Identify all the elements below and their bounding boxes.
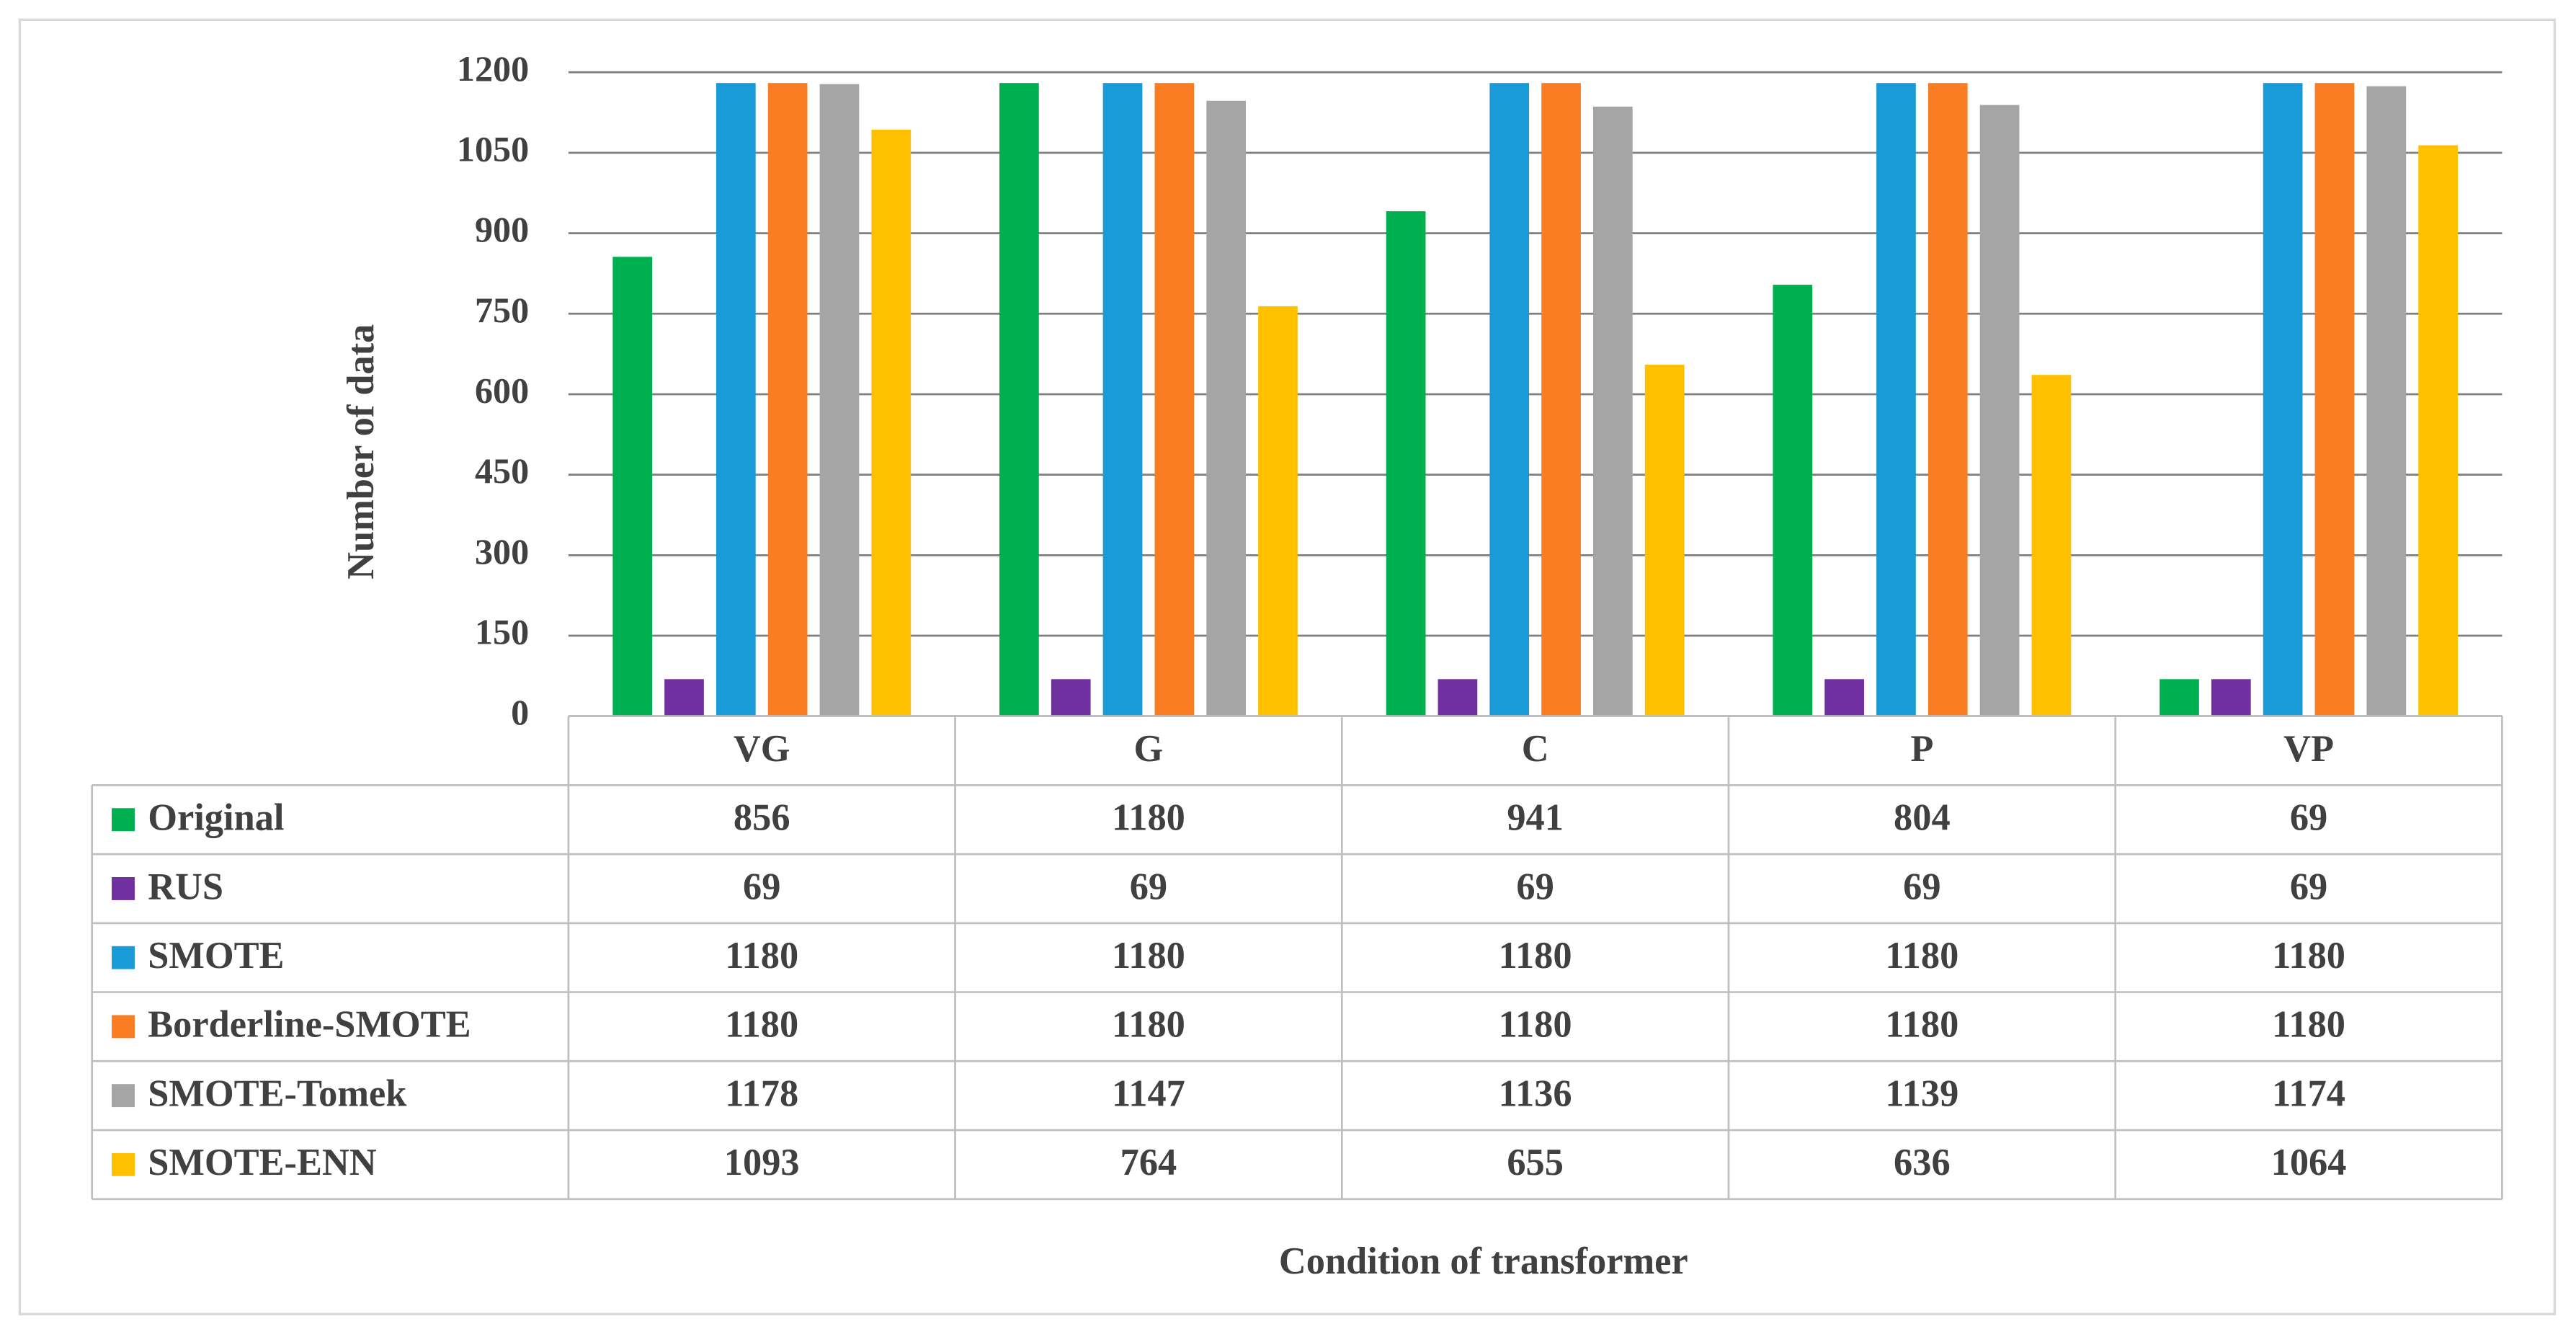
legend-swatch	[112, 946, 135, 969]
legend-swatch	[112, 1015, 135, 1039]
x-tick-label: C	[1522, 728, 1549, 770]
legend-label: Original	[148, 797, 284, 839]
x-tick-label: G	[1134, 728, 1164, 770]
y-tick-label: 150	[475, 612, 529, 652]
y-tick-label: 600	[475, 370, 529, 410]
bar	[1644, 365, 1685, 716]
x-axis-title: Condition of transformer	[1279, 1240, 1688, 1282]
legend-swatch	[112, 1152, 135, 1176]
table-value: 69	[1130, 866, 1167, 907]
table-value: 1180	[2272, 1004, 2345, 1046]
table-value: 1180	[725, 1004, 798, 1046]
bar	[2211, 679, 2251, 716]
bar	[1438, 679, 1478, 716]
table-value: 69	[2290, 866, 2327, 907]
y-tick-label: 450	[475, 450, 529, 491]
table-value: 1180	[725, 935, 798, 977]
y-tick-label: 900	[475, 209, 529, 249]
legend-label: SMOTE-ENN	[148, 1142, 377, 1183]
bar	[1051, 679, 1091, 716]
legend-swatch	[112, 1084, 135, 1108]
bar	[2263, 83, 2303, 716]
y-axis-title: Number of data	[340, 324, 382, 579]
bar	[2160, 679, 2199, 716]
bar	[1258, 306, 1298, 716]
table-value: 1180	[1499, 935, 1572, 977]
bar	[1824, 679, 1864, 716]
table-value: 1180	[1885, 1004, 1958, 1046]
table-value: 764	[1120, 1142, 1177, 1183]
table-value: 69	[1903, 866, 1940, 907]
table-value: 1147	[1112, 1072, 1185, 1114]
table-value: 1180	[1112, 797, 1185, 839]
table-value: 1139	[1885, 1072, 1958, 1114]
bar	[1206, 100, 1247, 716]
table-value: 804	[1894, 797, 1951, 839]
bar	[2418, 145, 2458, 716]
bar	[2031, 375, 2072, 716]
x-tick-label: P	[1910, 728, 1933, 770]
y-tick-label: 750	[475, 290, 529, 330]
bar	[871, 129, 912, 716]
bar	[819, 84, 860, 716]
table-value: 1180	[1112, 935, 1185, 977]
legend-label: SMOTE-Tomek	[148, 1072, 407, 1114]
x-tick-label: VP	[2283, 728, 2334, 770]
bar	[2366, 86, 2407, 716]
legend-swatch	[112, 877, 135, 900]
table-value: 856	[734, 797, 790, 839]
table-value: 1174	[2272, 1072, 2345, 1114]
bar	[1979, 105, 2020, 716]
table-value: 1180	[1112, 1004, 1185, 1046]
bar	[716, 83, 756, 716]
bar	[1386, 211, 1426, 716]
bar	[612, 257, 653, 716]
table-value: 941	[1507, 797, 1564, 839]
bar	[1154, 83, 1195, 716]
bar	[767, 83, 808, 716]
table-value: 69	[1516, 866, 1554, 907]
table-value: 1180	[1885, 935, 1958, 977]
x-tick-label: VG	[734, 728, 790, 770]
bar	[1102, 83, 1143, 716]
table-value: 655	[1507, 1142, 1564, 1183]
table-value: 69	[2290, 797, 2327, 839]
bar	[2314, 83, 2355, 716]
legend-label: Borderline-SMOTE	[148, 1004, 471, 1046]
y-tick-label: 1200	[457, 48, 529, 89]
bar	[1773, 285, 1813, 716]
bar	[1489, 83, 1530, 716]
y-tick-label: 0	[511, 692, 529, 732]
y-tick-label: 300	[475, 531, 529, 572]
table-value: 1178	[725, 1072, 798, 1114]
table-value: 1180	[1499, 1004, 1572, 1046]
table-value: 1180	[2272, 935, 2345, 977]
table-value: 1136	[1499, 1072, 1572, 1114]
table-value: 636	[1894, 1142, 1951, 1183]
table-value: 1064	[2271, 1142, 2347, 1183]
bar	[1927, 83, 1968, 716]
table-value: 1093	[724, 1142, 800, 1183]
bar	[1593, 106, 1633, 716]
legend-label: SMOTE	[148, 935, 284, 977]
bar	[999, 83, 1039, 716]
bar	[1541, 83, 1581, 716]
bar	[1876, 83, 1916, 716]
legend-label: RUS	[148, 866, 223, 907]
legend-swatch	[112, 808, 135, 832]
y-tick-label: 1050	[457, 128, 529, 169]
bar	[664, 679, 704, 716]
table-value: 69	[743, 866, 780, 907]
